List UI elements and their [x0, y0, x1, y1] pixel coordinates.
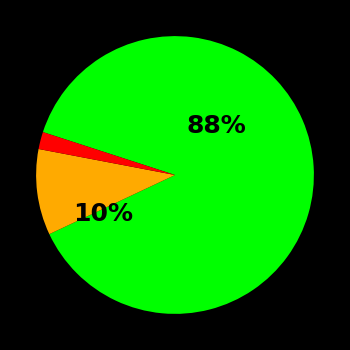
Text: 10%: 10% [73, 202, 133, 226]
Wedge shape [38, 132, 175, 175]
Text: 88%: 88% [187, 114, 246, 138]
Wedge shape [43, 36, 314, 314]
Wedge shape [36, 149, 175, 234]
